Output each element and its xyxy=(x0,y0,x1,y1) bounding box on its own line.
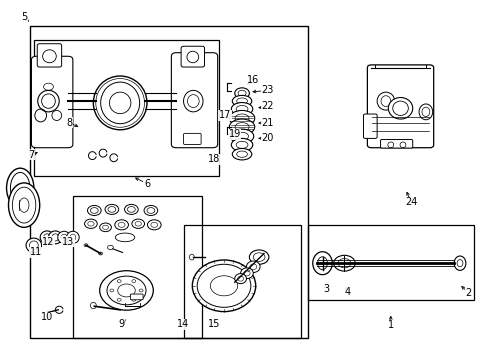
Ellipse shape xyxy=(48,231,62,244)
Bar xyxy=(30,26,307,338)
Bar xyxy=(183,225,300,338)
FancyBboxPatch shape xyxy=(183,134,201,144)
FancyBboxPatch shape xyxy=(31,56,73,148)
Ellipse shape xyxy=(234,88,249,99)
Ellipse shape xyxy=(387,98,412,119)
Ellipse shape xyxy=(107,245,113,249)
Text: 17: 17 xyxy=(218,111,231,121)
Text: 22: 22 xyxy=(261,102,274,112)
Ellipse shape xyxy=(124,204,138,215)
Ellipse shape xyxy=(40,231,54,244)
FancyBboxPatch shape xyxy=(130,294,143,300)
FancyBboxPatch shape xyxy=(171,53,217,148)
Text: 14: 14 xyxy=(177,319,189,329)
FancyBboxPatch shape xyxy=(366,65,433,148)
Ellipse shape xyxy=(147,220,161,230)
Text: 11: 11 xyxy=(30,247,42,257)
Ellipse shape xyxy=(58,231,70,243)
Ellipse shape xyxy=(90,302,96,309)
Ellipse shape xyxy=(99,252,102,255)
Text: 13: 13 xyxy=(62,237,74,247)
Ellipse shape xyxy=(231,138,252,151)
FancyBboxPatch shape xyxy=(37,44,61,67)
Ellipse shape xyxy=(84,244,88,247)
Ellipse shape xyxy=(234,274,246,284)
Ellipse shape xyxy=(232,148,251,160)
Ellipse shape xyxy=(139,289,143,292)
Ellipse shape xyxy=(453,256,465,270)
Ellipse shape xyxy=(105,204,119,215)
Text: 23: 23 xyxy=(261,85,274,95)
Bar xyxy=(307,225,473,300)
Ellipse shape xyxy=(87,206,101,216)
Ellipse shape xyxy=(418,104,432,120)
FancyBboxPatch shape xyxy=(363,114,376,138)
Text: 1: 1 xyxy=(387,320,393,330)
Ellipse shape xyxy=(84,219,97,228)
Text: 19: 19 xyxy=(228,129,241,139)
Text: 24: 24 xyxy=(404,197,417,207)
Ellipse shape xyxy=(26,238,41,252)
Ellipse shape xyxy=(144,206,158,216)
Ellipse shape xyxy=(229,111,254,126)
Ellipse shape xyxy=(115,233,135,242)
Ellipse shape xyxy=(117,298,121,301)
Bar xyxy=(34,40,219,176)
Text: 20: 20 xyxy=(261,133,274,143)
Text: 5: 5 xyxy=(21,12,27,22)
Text: 10: 10 xyxy=(41,312,53,322)
Ellipse shape xyxy=(312,252,331,275)
Ellipse shape xyxy=(229,119,254,135)
Ellipse shape xyxy=(231,103,252,116)
Ellipse shape xyxy=(100,223,111,231)
Ellipse shape xyxy=(230,129,253,143)
Ellipse shape xyxy=(110,289,114,292)
Ellipse shape xyxy=(192,260,255,312)
Text: 15: 15 xyxy=(208,319,220,329)
FancyBboxPatch shape xyxy=(380,139,412,148)
Ellipse shape xyxy=(93,76,147,130)
Ellipse shape xyxy=(115,220,128,230)
Ellipse shape xyxy=(246,261,260,273)
Text: 12: 12 xyxy=(42,237,55,247)
Ellipse shape xyxy=(6,168,34,208)
Ellipse shape xyxy=(132,280,136,283)
Ellipse shape xyxy=(117,280,121,283)
Ellipse shape xyxy=(333,255,354,271)
Text: 21: 21 xyxy=(261,118,274,128)
Text: 7: 7 xyxy=(28,150,34,160)
Ellipse shape xyxy=(240,268,253,279)
FancyBboxPatch shape xyxy=(181,46,204,67)
Text: 3: 3 xyxy=(323,284,329,294)
Bar xyxy=(73,196,202,338)
Text: 16: 16 xyxy=(246,75,259,85)
Text: 2: 2 xyxy=(465,288,471,298)
Text: 6: 6 xyxy=(143,179,150,189)
Ellipse shape xyxy=(8,183,40,227)
Text: 9: 9 xyxy=(118,319,124,329)
Text: 8: 8 xyxy=(66,118,72,128)
Ellipse shape xyxy=(249,250,268,264)
Ellipse shape xyxy=(132,298,136,301)
Ellipse shape xyxy=(132,219,144,228)
Ellipse shape xyxy=(66,231,79,243)
Ellipse shape xyxy=(100,271,153,310)
Ellipse shape xyxy=(189,254,194,260)
Ellipse shape xyxy=(232,95,251,107)
Text: 4: 4 xyxy=(344,287,350,297)
Text: 18: 18 xyxy=(208,154,220,164)
